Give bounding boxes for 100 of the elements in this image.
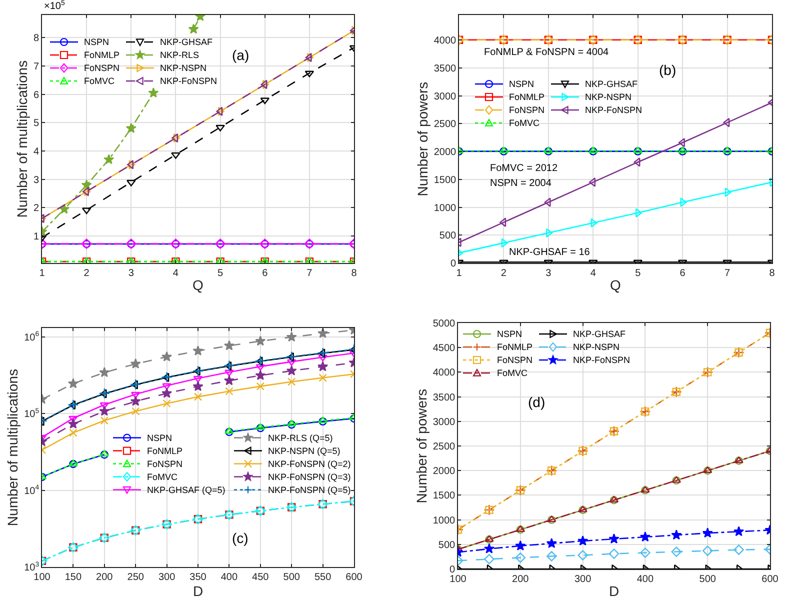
legend-label: NKP-GHSAF xyxy=(160,37,214,47)
y-tick-label: 1000 xyxy=(432,515,456,526)
text: ×10$^{5}$ xyxy=(44,0,65,12)
point xyxy=(286,351,298,362)
point xyxy=(99,406,110,416)
point xyxy=(640,532,650,542)
point xyxy=(288,378,296,386)
point xyxy=(68,416,78,422)
y-tick-label: 3500 xyxy=(432,392,456,404)
point xyxy=(68,378,78,388)
legend-label: FoNMLP xyxy=(147,446,183,456)
y-tick-label: 6 xyxy=(34,90,40,101)
point xyxy=(162,351,172,362)
annotation: (b) xyxy=(659,62,676,78)
x-tick-label: 4 xyxy=(590,268,596,279)
point xyxy=(126,122,136,133)
y-tick-label: 0 xyxy=(450,564,456,576)
point xyxy=(161,372,172,383)
annotation: (a) xyxy=(232,47,250,63)
point xyxy=(224,375,234,386)
point xyxy=(192,345,204,356)
point xyxy=(224,370,234,376)
x-tick-label: 200 xyxy=(96,572,114,583)
point xyxy=(608,548,620,559)
y-axis-title: Number of multiplications xyxy=(14,60,30,218)
x-axis-title: D xyxy=(192,582,204,599)
y-tick-label: 2000 xyxy=(434,147,457,158)
point xyxy=(578,535,588,546)
point xyxy=(82,186,89,196)
point xyxy=(130,392,140,398)
point xyxy=(546,551,557,562)
annotation: NKP-GHSAF = 16 xyxy=(509,247,590,258)
legend-label: NKP-FoNSPN xyxy=(573,355,630,365)
y-tick-label: 0 xyxy=(450,258,457,270)
point xyxy=(216,124,225,132)
y-tick-label: 1500 xyxy=(432,490,456,502)
point xyxy=(608,533,620,544)
point xyxy=(130,378,142,390)
x-tick-label: 8 xyxy=(769,268,776,279)
point xyxy=(99,367,110,378)
point xyxy=(723,118,730,128)
point xyxy=(225,387,234,396)
point xyxy=(288,420,296,429)
x-tick-label: 450 xyxy=(252,572,270,583)
y-axis-title: Number of powers xyxy=(413,388,430,504)
point xyxy=(286,420,296,426)
point xyxy=(98,388,110,399)
point xyxy=(148,87,159,98)
point xyxy=(192,365,204,376)
y-tick-label: 4000 xyxy=(434,36,457,47)
x-tick-label: 200 xyxy=(512,574,530,585)
point xyxy=(501,238,508,248)
legend-label: NKP-NSPN xyxy=(573,342,620,352)
point xyxy=(192,380,204,392)
x-tick-label: 3 xyxy=(546,268,552,279)
point xyxy=(734,526,744,536)
y-tick-label: 500 xyxy=(438,540,456,551)
x-tick-label: 100 xyxy=(34,572,51,583)
point xyxy=(702,546,713,556)
legend-label: NSPN xyxy=(497,329,522,339)
legend-label: FoNMLP xyxy=(84,50,120,60)
x-tick-label: 6 xyxy=(680,268,686,279)
point xyxy=(318,361,328,372)
point xyxy=(132,407,140,416)
y-tick-label: 1500 xyxy=(434,174,457,186)
point xyxy=(255,370,266,380)
point xyxy=(68,399,79,410)
x-tick-label: 8 xyxy=(351,268,358,279)
point xyxy=(188,24,199,34)
y-tick-label: 2000 xyxy=(432,466,456,478)
annotation: (c) xyxy=(232,530,248,546)
y-tick-label: 4 xyxy=(34,146,40,158)
legend-label: FoNMLP xyxy=(497,342,533,352)
y-tick-label: 7 xyxy=(34,62,40,73)
x-tick-label: 2 xyxy=(500,268,507,279)
point xyxy=(515,540,526,550)
legend-label: FoNSPN xyxy=(147,459,183,469)
point xyxy=(162,383,172,390)
point xyxy=(256,423,266,430)
legend-label: NKP-FoNSPN (Q=2) xyxy=(268,459,351,469)
point xyxy=(286,359,296,366)
point xyxy=(578,550,588,560)
x-tick-label: 7 xyxy=(306,268,313,279)
legend-label: NSPN xyxy=(84,37,110,47)
point xyxy=(162,372,170,382)
legend-label: NKP-GHSAF xyxy=(573,329,626,339)
x-tick-label: 500 xyxy=(283,572,300,583)
legend-label: NKP-RLS xyxy=(160,50,200,60)
annotation: FoNMLP & FoNSPN = 4004 xyxy=(484,47,610,58)
y-tick-label: 500 xyxy=(439,230,457,242)
y-tick-label: 10$^{3}$ xyxy=(24,561,40,574)
point xyxy=(318,374,327,382)
y-tick-label: 2 xyxy=(34,203,40,214)
point xyxy=(100,402,110,409)
legend-label: NKP-GHSAF xyxy=(585,79,638,89)
legend-label: NSPN xyxy=(509,79,534,89)
point xyxy=(546,228,553,238)
x-axis-title: D xyxy=(608,583,620,600)
point xyxy=(100,389,107,398)
y-axis-title: Number of powers xyxy=(414,82,430,196)
